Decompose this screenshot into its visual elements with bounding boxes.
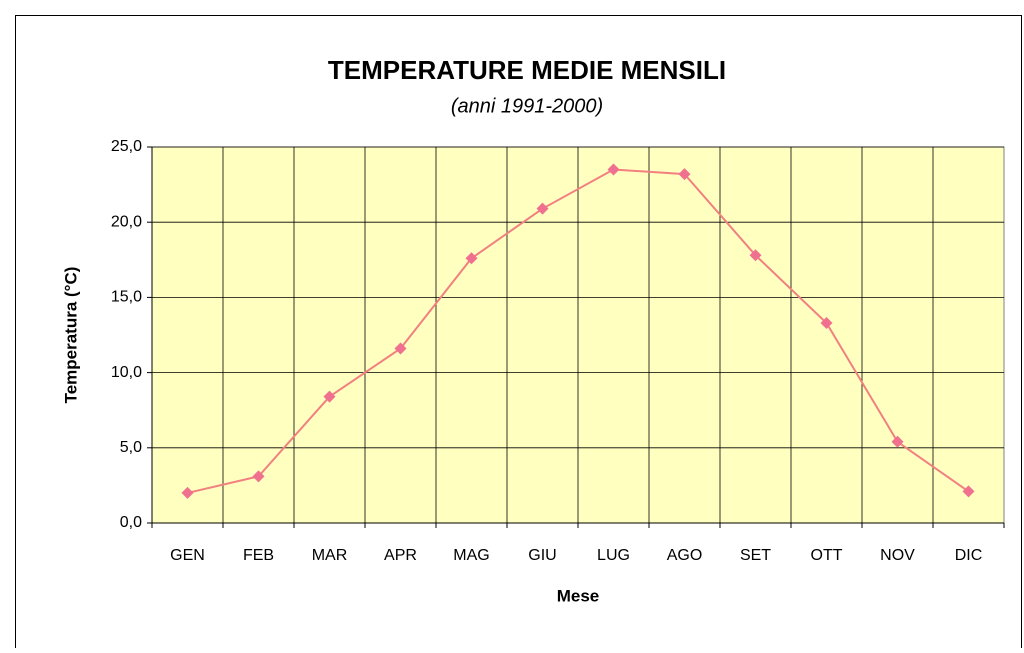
data-marker xyxy=(749,249,762,262)
data-marker xyxy=(962,485,975,498)
x-tick-label: OTT xyxy=(811,547,843,564)
y-tick-label: 20,0 xyxy=(111,213,142,230)
x-tick-label: SET xyxy=(740,547,771,564)
x-tick-label: LUG xyxy=(597,547,630,564)
x-tick-label: AGO xyxy=(667,547,703,564)
data-marker xyxy=(891,435,904,448)
y-tick-label: 5,0 xyxy=(120,439,142,456)
data-line xyxy=(187,168,970,494)
x-tick-label: GIU xyxy=(528,547,556,564)
data-marker xyxy=(181,486,194,499)
chart-subtitle: (anni 1991-2000) xyxy=(451,95,603,117)
y-tick-label: 10,0 xyxy=(111,364,142,381)
data-marker xyxy=(536,202,549,215)
y-tick-label: 15,0 xyxy=(111,289,142,306)
data-marker xyxy=(465,252,478,265)
x-tick-label: FEB xyxy=(243,547,274,564)
x-tick-label: DIC xyxy=(955,547,983,564)
data-marker xyxy=(252,470,265,483)
x-tick-label: MAG xyxy=(453,547,489,564)
data-marker xyxy=(678,168,691,181)
x-tick-label: NOV xyxy=(880,547,915,564)
data-marker xyxy=(820,316,833,329)
x-axis-label: Mese xyxy=(557,586,600,605)
data-marker xyxy=(323,390,336,403)
x-tick-label: MAR xyxy=(312,547,348,564)
y-axis-label: Temperatura (°C) xyxy=(61,267,80,404)
x-tick-label: GEN xyxy=(170,547,205,564)
y-tick-label: 25,0 xyxy=(111,138,142,155)
x-tick-label: APR xyxy=(384,547,417,564)
data-marker xyxy=(394,342,407,355)
chart-title: TEMPERATURE MEDIE MENSILI xyxy=(328,55,726,85)
y-tick-label: 0,0 xyxy=(120,514,142,531)
data-marker xyxy=(607,163,620,176)
